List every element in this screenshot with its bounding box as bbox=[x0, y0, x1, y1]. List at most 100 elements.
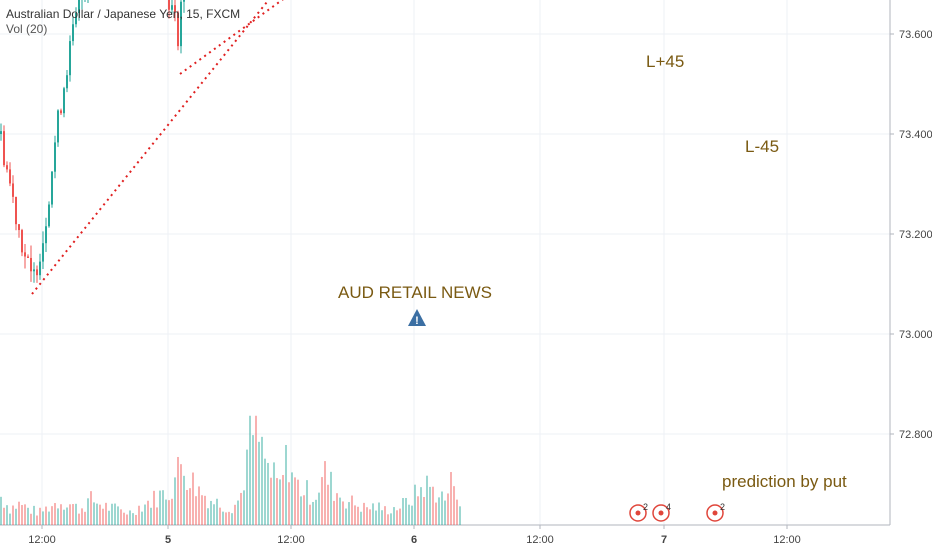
warning-icon-glyph: ! bbox=[415, 315, 419, 327]
volume-bar bbox=[396, 510, 398, 525]
time-tick-label: 12:00 bbox=[526, 534, 554, 546]
volume-bar bbox=[363, 502, 365, 525]
volume-bar bbox=[246, 449, 248, 525]
volume-bar bbox=[432, 486, 434, 525]
candle-body bbox=[72, 24, 74, 42]
volume-bar bbox=[261, 436, 263, 525]
volume-bar bbox=[138, 505, 140, 525]
volume-bar bbox=[393, 507, 395, 525]
candle-body bbox=[0, 131, 2, 134]
volume-bar bbox=[96, 503, 98, 525]
volume-bar bbox=[87, 498, 89, 525]
volume-bar bbox=[336, 493, 338, 525]
volume-bar bbox=[63, 509, 65, 525]
time-tick-label: 12:00 bbox=[773, 534, 801, 546]
volume-bar bbox=[345, 508, 347, 525]
volume-bar bbox=[291, 472, 293, 525]
candle-body bbox=[9, 169, 11, 184]
volume-bar bbox=[0, 496, 2, 525]
volume-bar bbox=[267, 462, 269, 525]
volume-bar bbox=[417, 496, 419, 525]
candle-body bbox=[60, 110, 62, 114]
volume-bar bbox=[399, 508, 401, 525]
volume-bar bbox=[228, 511, 230, 525]
volume-bar bbox=[318, 492, 320, 525]
volume-bar bbox=[117, 506, 119, 525]
volume-bar bbox=[21, 505, 23, 525]
volume-bar bbox=[192, 472, 194, 525]
candle-body bbox=[57, 110, 59, 143]
volume-bar bbox=[165, 499, 167, 525]
volume-bar bbox=[387, 514, 389, 525]
candle-body bbox=[18, 224, 20, 231]
volume-bar bbox=[441, 491, 443, 525]
volume-bar bbox=[75, 503, 77, 525]
volume-bar bbox=[444, 500, 446, 525]
price-tick-label: 73.200 bbox=[899, 229, 932, 241]
time-tick-label: 12:00 bbox=[277, 534, 305, 546]
volume-bar bbox=[222, 511, 224, 525]
warning-icon[interactable] bbox=[408, 309, 426, 326]
volume-bar bbox=[423, 496, 425, 525]
volume-bar bbox=[297, 479, 299, 525]
volume-bar bbox=[333, 500, 335, 525]
volume-bar bbox=[153, 490, 155, 525]
volume-bar bbox=[405, 497, 407, 525]
candle-body bbox=[168, 0, 170, 10]
volume-bar bbox=[327, 484, 329, 525]
volume-bar bbox=[249, 415, 251, 525]
volume-bar bbox=[30, 513, 32, 525]
volume-bar bbox=[219, 507, 221, 525]
volume-bar bbox=[111, 503, 113, 525]
price-tick-label: 73.600 bbox=[899, 29, 932, 41]
volume-bar bbox=[414, 484, 416, 525]
volume-bar bbox=[282, 475, 284, 525]
annotation-news[interactable]: AUD RETAIL NEWS bbox=[338, 283, 492, 302]
volume-bar bbox=[45, 506, 47, 525]
volume-bar bbox=[99, 504, 101, 525]
volume-bar bbox=[9, 513, 11, 525]
volume-bar bbox=[84, 511, 86, 525]
volume-bar bbox=[390, 513, 392, 525]
volume-bar bbox=[216, 498, 218, 525]
candle-body bbox=[45, 226, 47, 244]
candle-body bbox=[42, 243, 44, 262]
volume-bar bbox=[48, 511, 50, 525]
volume-bar bbox=[108, 510, 110, 525]
volume-bar bbox=[342, 501, 344, 525]
trendline[interactable] bbox=[31, 0, 720, 295]
candle-body bbox=[63, 88, 65, 114]
volume-bar bbox=[324, 461, 326, 525]
candle-body bbox=[21, 230, 23, 253]
volume-bar bbox=[81, 508, 83, 525]
volume-bar bbox=[156, 507, 158, 525]
candle-body bbox=[39, 261, 41, 276]
candle-body bbox=[27, 256, 29, 258]
volume-bar bbox=[315, 499, 317, 525]
volume-bar bbox=[93, 502, 95, 525]
volume-bar bbox=[435, 502, 437, 525]
volume-bar bbox=[339, 497, 341, 525]
volume-bar bbox=[72, 504, 74, 525]
volume-bar bbox=[213, 504, 215, 525]
economic-event-dot bbox=[635, 510, 641, 516]
price-tick-label: 73.000 bbox=[899, 329, 932, 341]
volume-bar bbox=[12, 505, 14, 525]
candle-body bbox=[12, 183, 14, 197]
volume-bar bbox=[378, 502, 380, 525]
volume-bar bbox=[186, 489, 188, 525]
annotation-lower-trend[interactable]: L-45 bbox=[745, 137, 779, 156]
annotation-prediction[interactable]: prediction by put bbox=[722, 472, 847, 491]
time-tick-label: 7 bbox=[661, 534, 667, 546]
annotation-upper-trend[interactable]: L+45 bbox=[646, 52, 684, 71]
trendline[interactable] bbox=[179, 0, 890, 75]
volume-bar bbox=[312, 501, 314, 525]
volume-bar bbox=[3, 507, 5, 525]
candle-body bbox=[36, 269, 38, 276]
volume-bar bbox=[360, 511, 362, 525]
economic-event-dot bbox=[712, 510, 718, 516]
volume-bar bbox=[189, 488, 191, 525]
volume-bar bbox=[372, 503, 374, 525]
volume-bar bbox=[348, 502, 350, 525]
